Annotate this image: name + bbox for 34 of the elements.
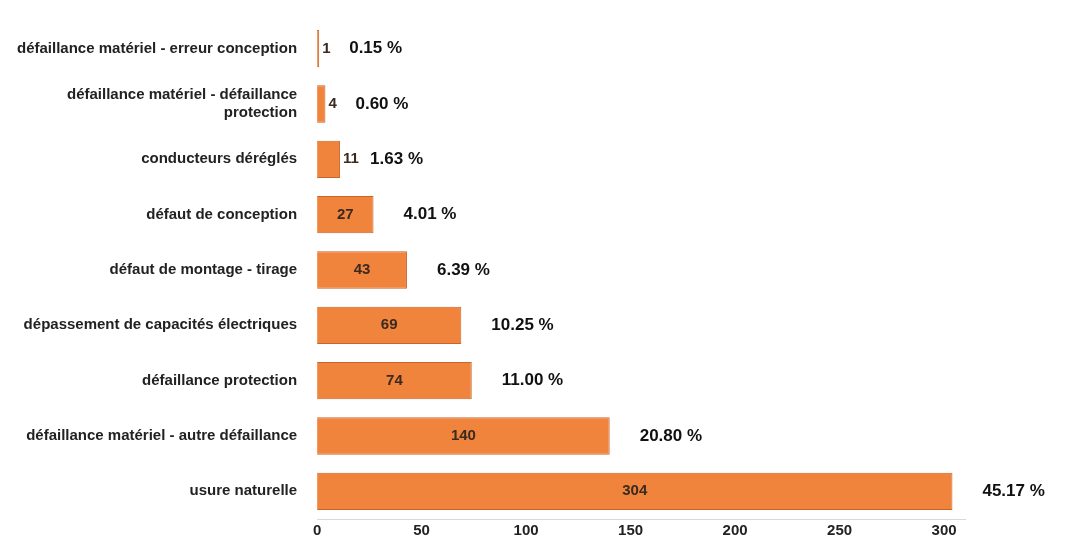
data-label: 69: [380, 315, 398, 333]
x-tick-label: 200: [722, 521, 748, 539]
x-tick-label: 300: [931, 521, 957, 539]
data-label: 1: [322, 38, 331, 56]
x-tick-label: 50: [413, 521, 430, 539]
y-tick-label: usure naturelle: [189, 481, 298, 499]
y-tick-label: dépassement de capacités électriques: [23, 315, 298, 333]
annotation: 10.25 %: [491, 315, 554, 335]
annotation: 4.01 %: [403, 204, 457, 224]
y-tick-label: défaillance matériel - autre défaillance: [26, 426, 298, 444]
y-tick-label: défaillance matériel - défaillance protection: [66, 85, 298, 121]
data-label: 4: [328, 94, 338, 112]
data-label: 74: [386, 370, 404, 388]
annotation: 0.15 %: [349, 38, 403, 58]
data-label: 304: [622, 481, 648, 499]
x-tick-label: 250: [827, 521, 853, 539]
y-tick-label: défaillance matériel - erreur conception: [17, 38, 298, 56]
annotation: 6.39 %: [436, 259, 490, 279]
y-tick-label: défaillance protection: [142, 370, 298, 388]
x-tick-label: 0: [312, 521, 322, 539]
data-label: 140: [450, 426, 476, 444]
x-tick-label: 150: [618, 521, 644, 539]
data-label: 27: [336, 204, 354, 222]
annotation: 45.17 %: [982, 481, 1045, 501]
annotation: 1.63 %: [370, 149, 424, 169]
annotation: 11.00 %: [501, 370, 564, 390]
data-label: 43: [353, 260, 371, 278]
data-label: 11: [343, 149, 359, 167]
annotation: 20.80 %: [639, 425, 703, 445]
y-tick-label: défaut de montage - tirage: [109, 260, 298, 278]
y-tick-label: conducteurs déréglés: [141, 149, 298, 167]
x-tick-label: 100: [513, 521, 539, 539]
annotation: 0.60 %: [355, 93, 409, 113]
y-tick-label: défaut de conception: [146, 204, 298, 222]
